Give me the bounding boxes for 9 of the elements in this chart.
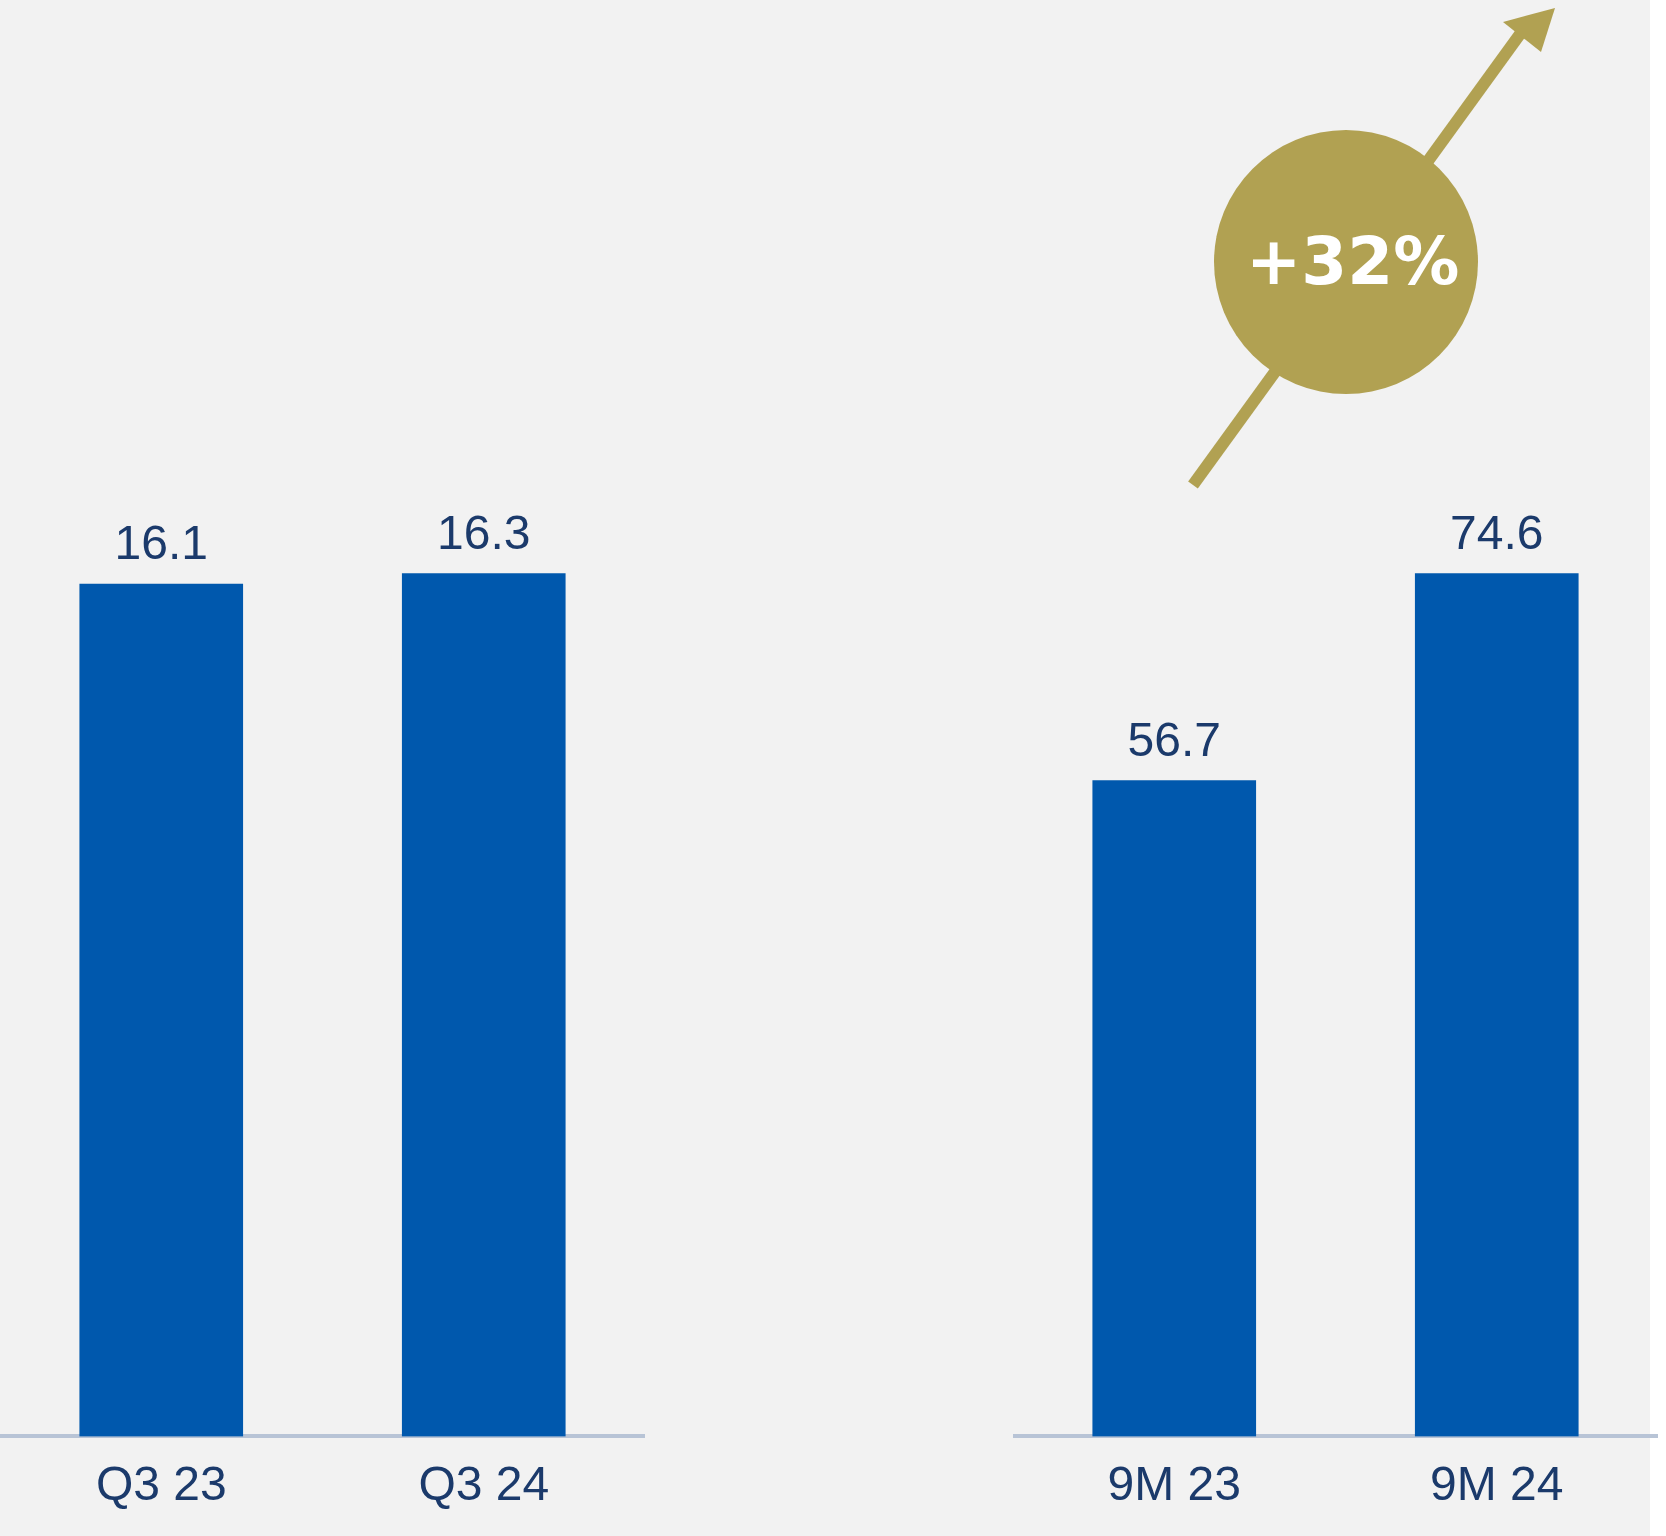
data-label: 74.6 [1450, 505, 1544, 559]
x-tick-label: 9M 23 [1107, 1457, 1241, 1511]
data-label: 56.7 [1127, 712, 1221, 766]
x-tick-label: Q3 23 [95, 1457, 227, 1511]
data-label: 16.1 [114, 516, 208, 570]
x-tick-label: 9M 24 [1430, 1457, 1564, 1511]
data-label: 16.3 [437, 505, 531, 559]
x-tick-label: Q3 24 [418, 1457, 550, 1511]
text: +32% [1246, 222, 1460, 302]
